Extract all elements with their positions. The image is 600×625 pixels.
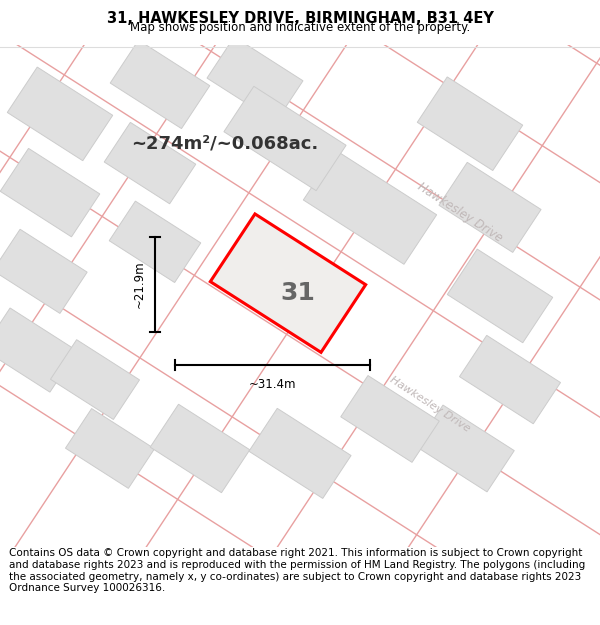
Polygon shape xyxy=(341,376,439,462)
Text: 31, HAWKESLEY DRIVE, BIRMINGHAM, B31 4EY: 31, HAWKESLEY DRIVE, BIRMINGHAM, B31 4EY xyxy=(107,11,493,26)
Text: 31: 31 xyxy=(281,281,316,305)
Polygon shape xyxy=(249,408,351,498)
Polygon shape xyxy=(65,409,155,488)
Polygon shape xyxy=(7,67,113,161)
Polygon shape xyxy=(0,308,77,392)
Text: Map shows position and indicative extent of the property.: Map shows position and indicative extent… xyxy=(130,21,470,34)
Polygon shape xyxy=(224,86,346,191)
Polygon shape xyxy=(50,339,140,419)
Text: ~274m²/~0.068ac.: ~274m²/~0.068ac. xyxy=(131,134,319,152)
Polygon shape xyxy=(207,37,303,122)
Polygon shape xyxy=(109,201,201,282)
Polygon shape xyxy=(0,148,100,237)
Text: ~31.4m: ~31.4m xyxy=(249,378,296,391)
Polygon shape xyxy=(150,404,250,492)
Polygon shape xyxy=(417,77,523,171)
Polygon shape xyxy=(104,122,196,204)
Polygon shape xyxy=(211,214,365,352)
Text: Hawkesley Drive: Hawkesley Drive xyxy=(415,180,505,244)
Text: Hawkesley Drive: Hawkesley Drive xyxy=(388,374,472,434)
Polygon shape xyxy=(416,405,514,492)
Polygon shape xyxy=(460,336,560,424)
Text: ~21.9m: ~21.9m xyxy=(133,261,146,308)
Polygon shape xyxy=(447,249,553,342)
Polygon shape xyxy=(439,162,541,252)
Polygon shape xyxy=(110,40,210,129)
Polygon shape xyxy=(0,229,87,313)
Polygon shape xyxy=(304,151,437,264)
Text: Contains OS data © Crown copyright and database right 2021. This information is : Contains OS data © Crown copyright and d… xyxy=(9,549,585,593)
